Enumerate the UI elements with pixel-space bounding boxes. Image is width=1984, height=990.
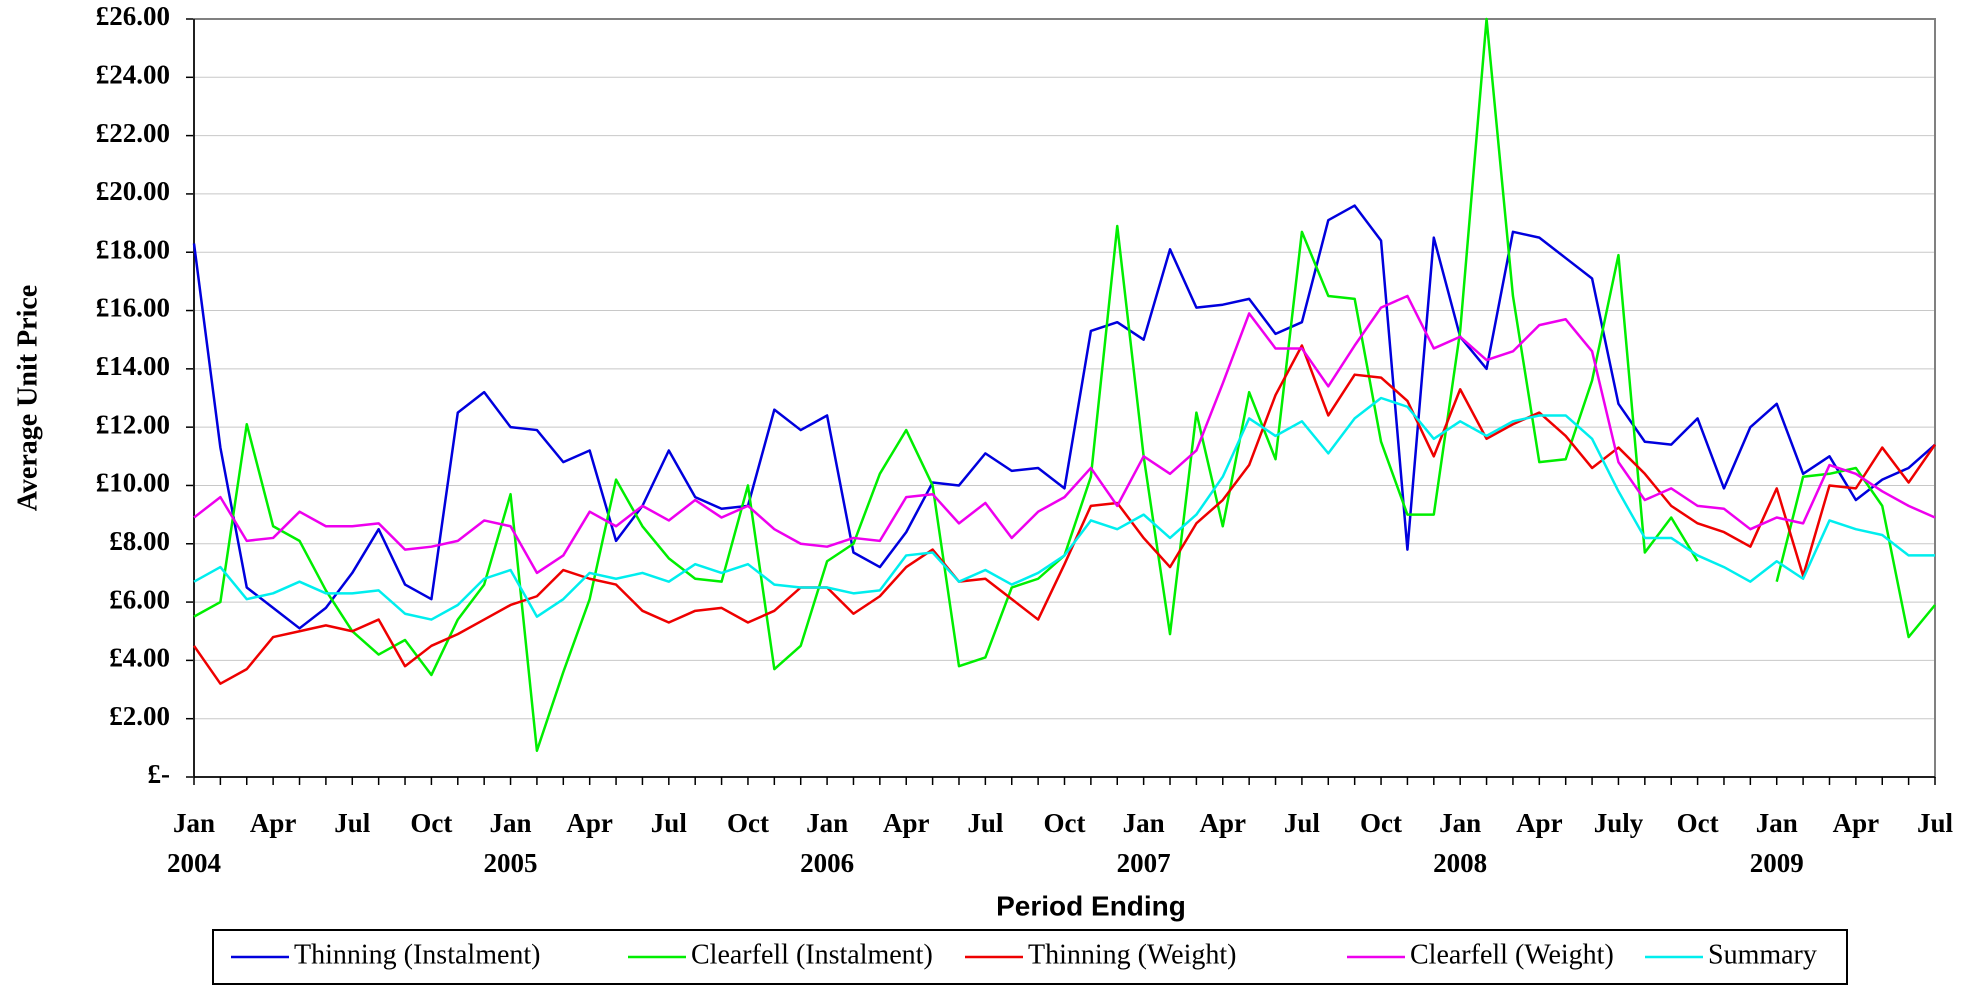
y-tick-label: £14.00 [96,351,170,381]
series-line [192,344,1937,685]
y-axis-title: Average Unit Price [12,285,43,512]
series-line [192,204,1936,630]
x-year-label: 2007 [1117,848,1171,878]
y-tick-label: £8.00 [109,526,170,556]
x-tick-label: Oct [410,808,452,838]
legend-label: Summary [1708,939,1817,970]
x-axis-title: Period Ending [996,890,1186,921]
x-tick-label: Apr [1516,808,1563,838]
x-tick-label: Jan [173,808,215,838]
x-tick-label: Jul [1917,808,1954,838]
x-tick-label: Jul [334,808,371,838]
y-tick-label: £20.00 [96,176,170,206]
series-line [193,396,1935,621]
x-year-label: 2008 [1433,848,1487,878]
x-year-label: 2009 [1750,848,1804,878]
x-tick-label: Jan [1123,808,1165,838]
x-tick-label: Jul [967,808,1004,838]
x-tick-label: Oct [1360,808,1402,838]
series-line [1775,466,1936,639]
legend-label: Clearfell (Weight) [1410,939,1614,970]
y-tick-label: £26.00 [96,1,170,31]
y-tick-label: £6.00 [109,584,170,614]
series-line [193,294,1936,575]
x-tick-label: Apr [250,808,297,838]
x-tick-label: Jan [1439,808,1481,838]
y-tick-label: £2.00 [109,701,170,731]
plot-border [193,18,1936,778]
y-tick-label: £- [148,759,171,789]
legend-label: Thinning (Weight) [1028,939,1236,970]
y-tick-label: £4.00 [109,643,170,673]
x-tick-label: Oct [1677,808,1719,838]
x-tick-label: Jul [651,808,688,838]
x-year-label: 2005 [484,848,538,878]
x-year-label: 2004 [167,848,221,878]
legend-label: Clearfell (Instalment) [691,939,933,970]
x-tick-label: Apr [566,808,613,838]
series-line [193,17,1699,753]
x-tick-label: Oct [1044,808,1086,838]
x-tick-label: Jul [1284,808,1321,838]
legend-box [212,929,1848,985]
x-tick-label: Jan [806,808,848,838]
x-tick-label: Apr [883,808,930,838]
y-tick-label: £12.00 [96,409,170,439]
x-tick-label: Jan [490,808,532,838]
legend-label: Thinning (Instalment) [294,939,541,970]
y-tick-label: £24.00 [96,60,170,90]
x-tick-label: Jan [1756,808,1798,838]
x-year-label: 2006 [800,848,854,878]
x-tick-label: Apr [1200,808,1247,838]
y-tick-label: £22.00 [96,118,170,148]
y-tick-label: £18.00 [96,234,170,264]
x-tick-label: Oct [727,808,769,838]
x-tick-label: July [1594,808,1644,838]
y-tick-label: £10.00 [96,468,170,498]
x-tick-label: Apr [1833,808,1880,838]
y-tick-label: £16.00 [96,293,170,323]
